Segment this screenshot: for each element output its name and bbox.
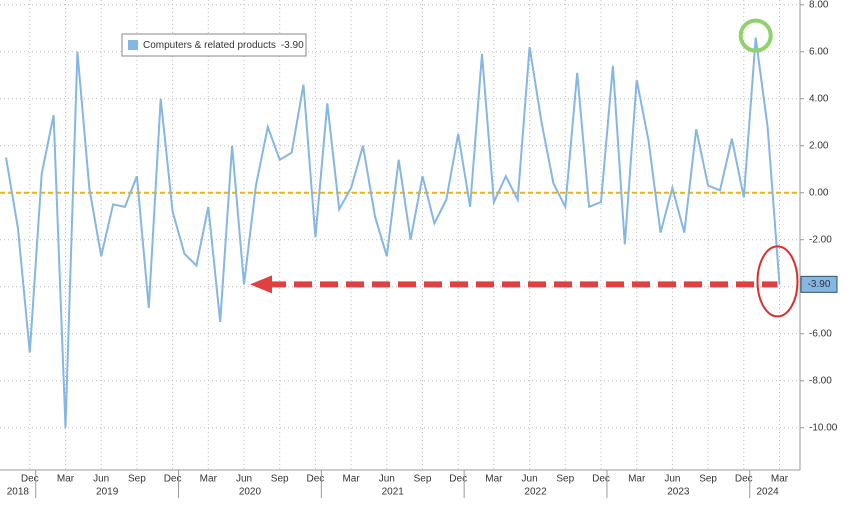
year-label: 2018	[7, 487, 30, 498]
x-tick-label: Jun	[93, 474, 109, 485]
x-tick-label: Mar	[485, 474, 503, 485]
x-tick-label: Mar	[628, 474, 646, 485]
y-tick-label: 4.00	[809, 93, 829, 104]
x-tick-label: Dec	[735, 474, 753, 485]
x-tick-label: Mar	[200, 474, 218, 485]
data-line	[5, 37, 781, 428]
y-tick-label: -8.00	[809, 375, 832, 386]
arrow-head	[250, 275, 272, 294]
x-tick-label: Jun	[664, 474, 680, 485]
legend-box	[121, 33, 307, 57]
year-label: 2023	[667, 487, 690, 498]
x-tick-label: Sep	[128, 474, 146, 485]
y-tick-label: 6.00	[809, 46, 829, 57]
x-tick-label: Mar	[57, 474, 75, 485]
highlight-circle	[738, 18, 773, 53]
x-tick-label: Mar	[771, 474, 789, 485]
year-label: 2019	[96, 487, 119, 498]
y-tick-label: 8.00	[809, 0, 829, 10]
legend-swatch	[128, 40, 138, 50]
year-label: 2022	[524, 487, 547, 498]
year-label: 2024	[756, 487, 779, 498]
x-tick-label: Mar	[342, 474, 360, 485]
x-tick-label: Jun	[379, 474, 395, 485]
legend-value: -3.90	[281, 40, 304, 51]
y-tick-label: -2.00	[809, 234, 832, 245]
legend-label: Computers & related products -3.90	[143, 40, 304, 51]
x-tick-label: Sep	[699, 474, 717, 485]
y-tick-label: -6.00	[809, 328, 832, 339]
x-tick-label: Sep	[414, 474, 432, 485]
x-tick-label: Sep	[556, 474, 574, 485]
x-tick-label: Dec	[449, 474, 467, 485]
x-tick-label: Dec	[592, 474, 610, 485]
highlight-ellipse	[756, 245, 799, 318]
last-value-tag	[800, 275, 838, 293]
x-tick-label: Sep	[271, 474, 289, 485]
last-value-label: -3.90	[808, 279, 831, 290]
year-label: 2020	[239, 487, 262, 498]
x-tick-label: Dec	[307, 474, 325, 485]
x-tick-label: Dec	[164, 474, 182, 485]
y-tick-label: 0.00	[809, 187, 829, 198]
year-label: 2021	[382, 487, 405, 498]
x-tick-label: Jun	[522, 474, 538, 485]
legend-name: Computers & related products	[143, 40, 276, 51]
x-tick-label: Dec	[21, 474, 39, 485]
x-tick-label: Jun	[236, 474, 252, 485]
y-tick-label: 2.00	[809, 140, 829, 151]
y-tick-label: -10.00	[809, 422, 838, 433]
